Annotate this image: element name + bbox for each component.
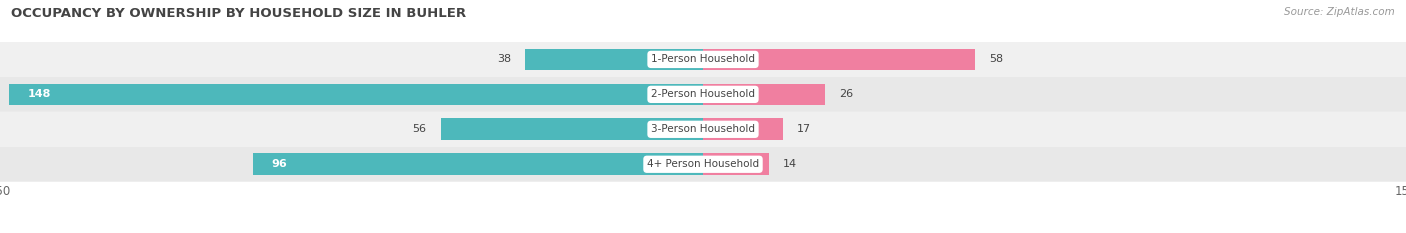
Bar <box>440 118 703 140</box>
Text: 2-Person Household: 2-Person Household <box>651 89 755 99</box>
Text: 148: 148 <box>28 89 52 99</box>
Text: 96: 96 <box>271 159 288 169</box>
Bar <box>10 84 703 105</box>
Text: 58: 58 <box>988 55 1002 64</box>
Bar <box>703 154 769 175</box>
Text: OCCUPANCY BY OWNERSHIP BY HOUSEHOLD SIZE IN BUHLER: OCCUPANCY BY OWNERSHIP BY HOUSEHOLD SIZE… <box>11 7 467 20</box>
Text: 14: 14 <box>783 159 797 169</box>
Bar <box>524 49 703 70</box>
Text: 56: 56 <box>412 124 426 134</box>
FancyBboxPatch shape <box>0 147 1406 182</box>
Text: 4+ Person Household: 4+ Person Household <box>647 159 759 169</box>
FancyBboxPatch shape <box>0 42 1406 77</box>
Text: Source: ZipAtlas.com: Source: ZipAtlas.com <box>1284 7 1395 17</box>
Bar <box>253 154 703 175</box>
FancyBboxPatch shape <box>0 77 1406 112</box>
Text: 3-Person Household: 3-Person Household <box>651 124 755 134</box>
Text: 17: 17 <box>797 124 811 134</box>
Text: 38: 38 <box>496 55 510 64</box>
Text: 26: 26 <box>839 89 853 99</box>
Bar <box>703 84 825 105</box>
Bar <box>703 49 974 70</box>
FancyBboxPatch shape <box>0 112 1406 147</box>
Bar <box>703 118 783 140</box>
Text: 1-Person Household: 1-Person Household <box>651 55 755 64</box>
